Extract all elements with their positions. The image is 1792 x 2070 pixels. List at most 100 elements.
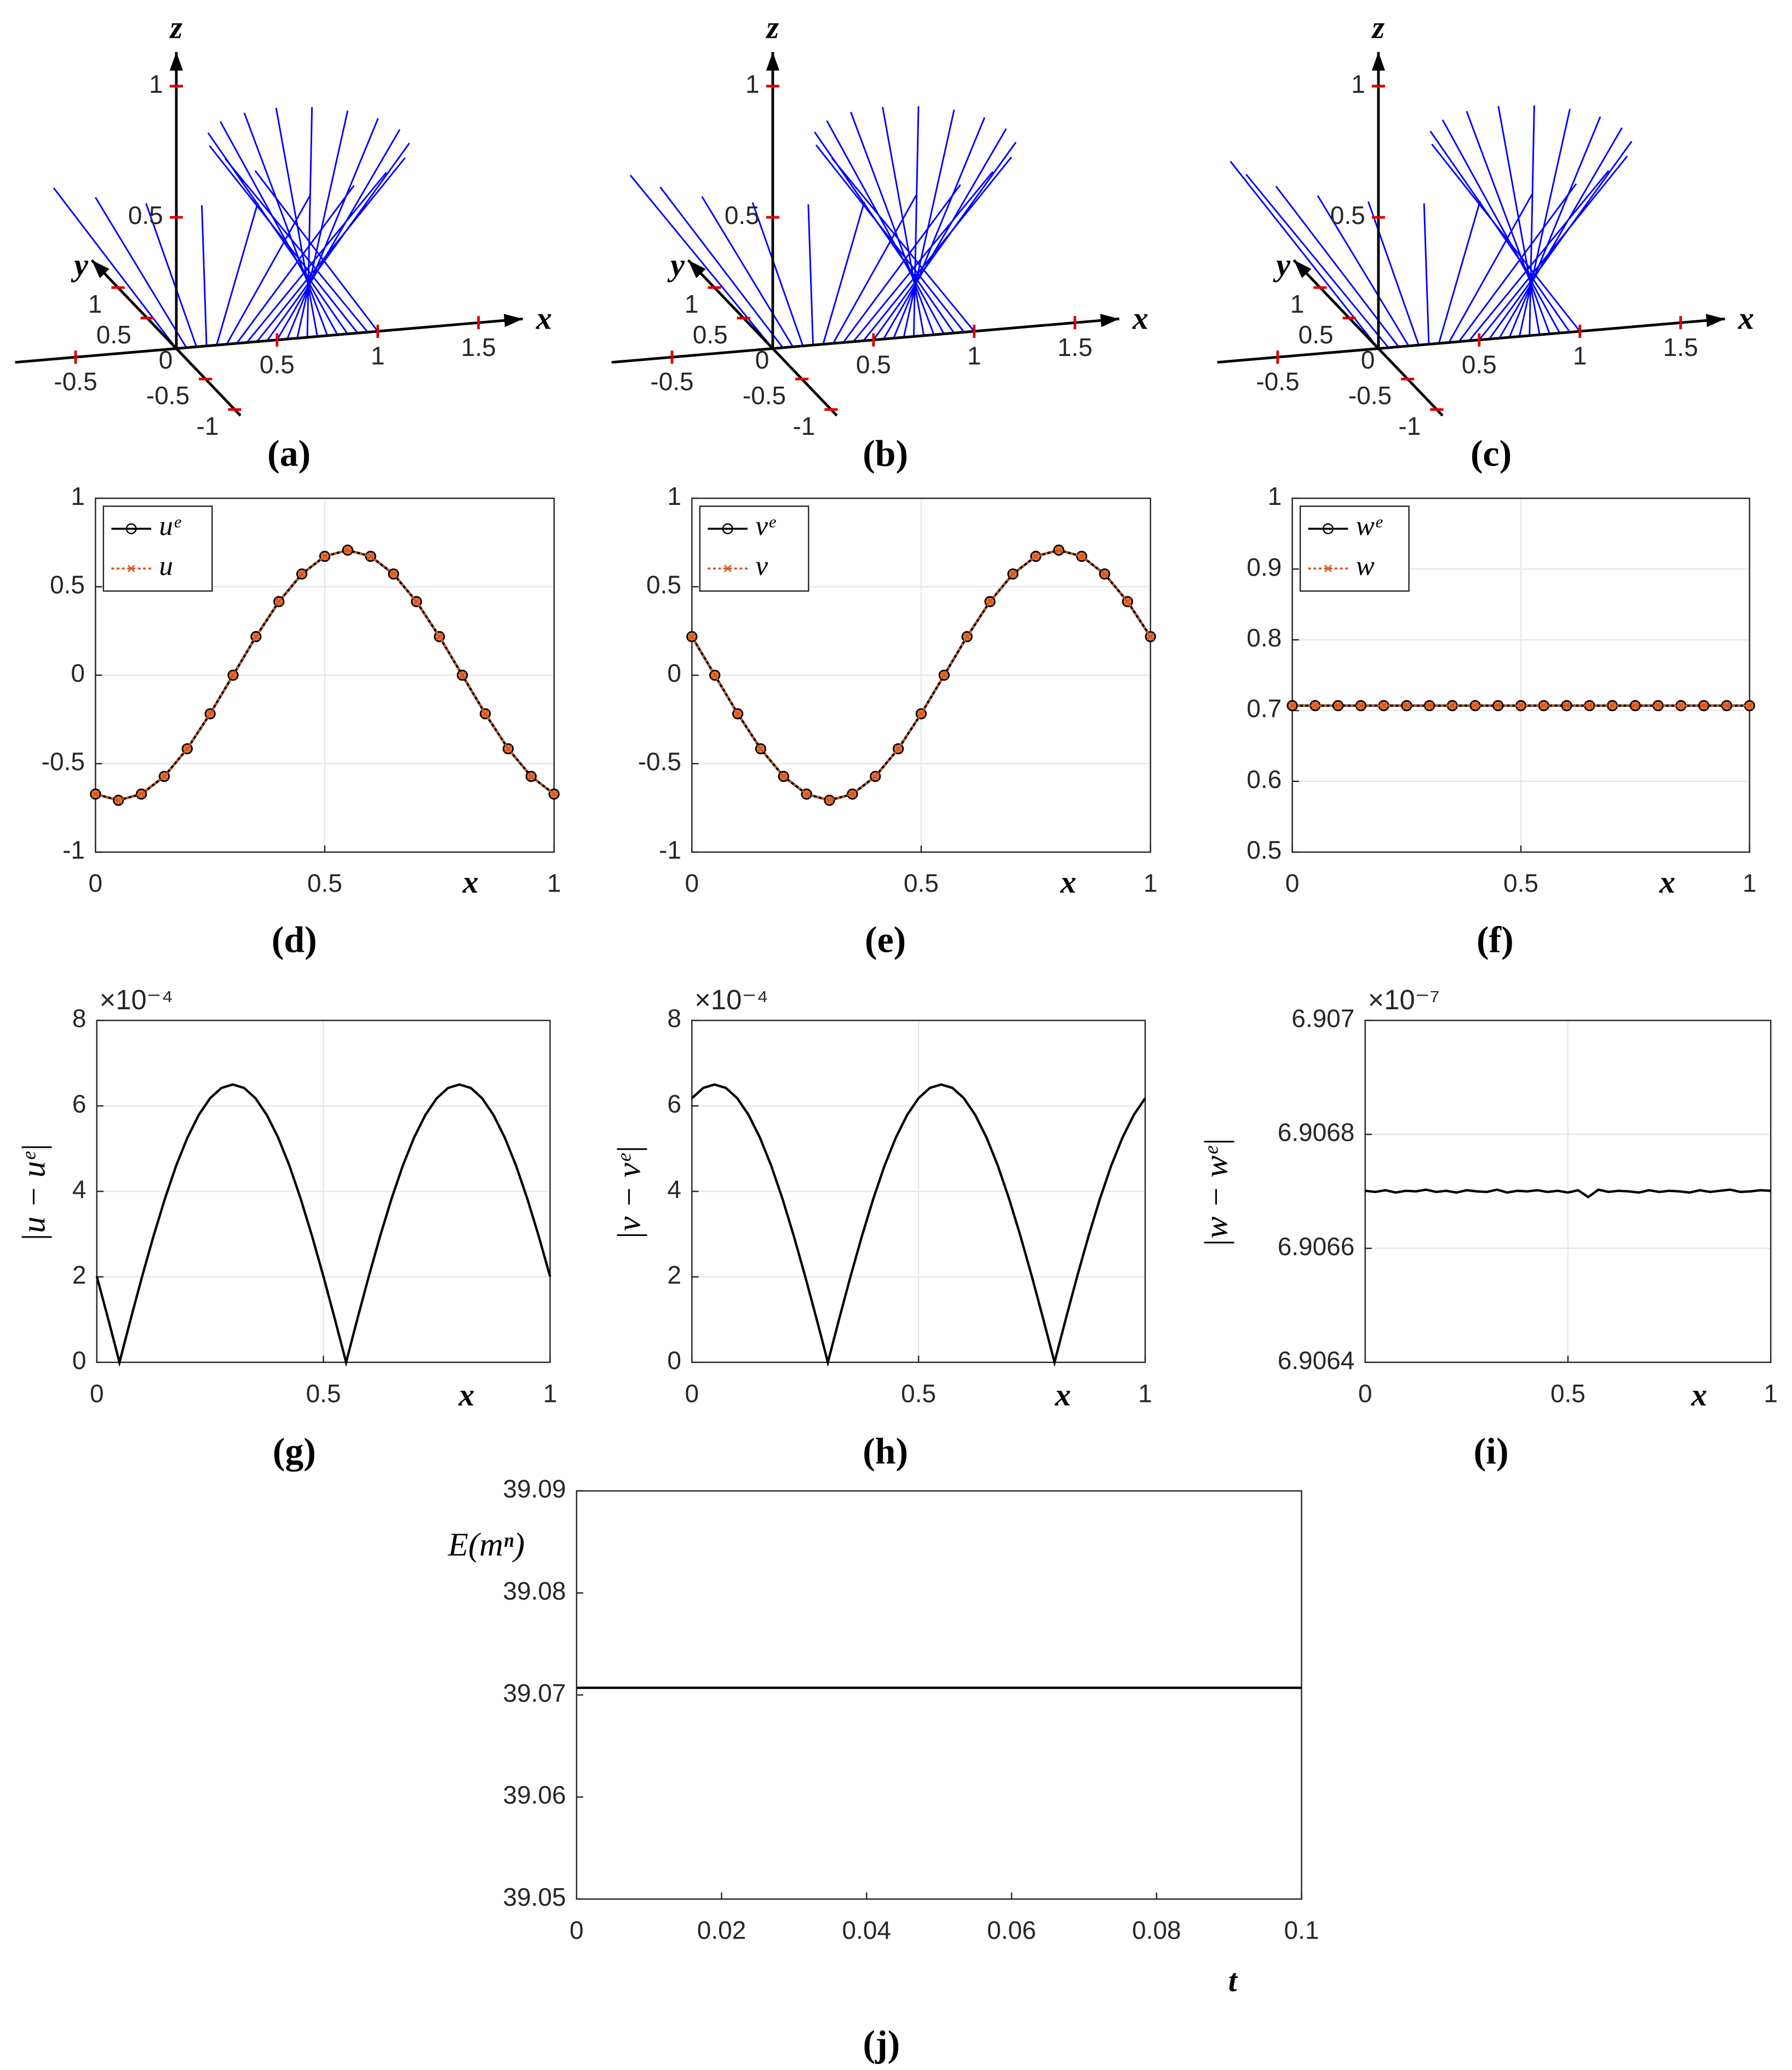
axis-line bbox=[687, 259, 838, 417]
vector bbox=[912, 106, 920, 337]
y-tick-label: -1 bbox=[659, 836, 681, 864]
marker bbox=[275, 597, 283, 606]
marker bbox=[917, 710, 925, 718]
x-tick-label: 0.5 bbox=[1503, 869, 1538, 898]
z-tick-label: 1 bbox=[745, 70, 760, 98]
marker bbox=[1426, 702, 1433, 710]
x-tick-label: 1 bbox=[1764, 1379, 1778, 1407]
marker bbox=[963, 633, 971, 641]
y-tick-label: 0.6 bbox=[1247, 765, 1282, 794]
legend-label: u bbox=[159, 550, 173, 581]
y-tick-label: 0 bbox=[667, 659, 681, 687]
legend-label: v bbox=[755, 550, 768, 581]
y-tick-label: 0.5 bbox=[646, 571, 681, 599]
axis-arrow bbox=[1705, 314, 1725, 327]
marker bbox=[1654, 702, 1662, 710]
vector bbox=[882, 128, 1007, 340]
series-line bbox=[1365, 1188, 1771, 1199]
x-axis-label: x bbox=[1691, 1377, 1707, 1412]
axis-label: y bbox=[71, 247, 88, 283]
y-tick-label: 6.9066 bbox=[1278, 1232, 1355, 1261]
vector bbox=[659, 186, 784, 348]
y-tick-label: 1 bbox=[71, 482, 85, 510]
axis-label: y bbox=[1273, 247, 1290, 283]
panel-label: (h) bbox=[863, 1431, 908, 1472]
y-tick-label: 6.9064 bbox=[1278, 1346, 1355, 1375]
x-tick-label: 1 bbox=[1573, 342, 1587, 370]
vector bbox=[1367, 201, 1420, 346]
vector bbox=[243, 112, 329, 336]
x-tick-label: 1.5 bbox=[1058, 333, 1093, 361]
axis-arrow bbox=[766, 52, 780, 71]
marker bbox=[1100, 570, 1108, 578]
vector bbox=[1431, 143, 1581, 332]
vector bbox=[145, 203, 198, 347]
axis-arrow bbox=[91, 260, 110, 278]
vector bbox=[1423, 203, 1430, 344]
y-tick-label: -0.5 bbox=[638, 748, 681, 776]
vector bbox=[256, 157, 406, 342]
marker bbox=[802, 790, 811, 798]
vector bbox=[850, 112, 935, 335]
axis-line bbox=[1217, 317, 1725, 364]
y-tick-label: -0.5 bbox=[146, 381, 189, 410]
y-axis-label: |w − wᵉ| bbox=[1198, 1138, 1234, 1248]
vector bbox=[246, 172, 387, 343]
vector bbox=[276, 129, 401, 341]
x-tick-label: 0.02 bbox=[697, 1916, 746, 1944]
x-tick-label: 1 bbox=[371, 342, 385, 370]
x-axis-label: x bbox=[1054, 1377, 1071, 1412]
vector bbox=[1441, 119, 1561, 334]
marker bbox=[1745, 702, 1754, 710]
legend-marker bbox=[1322, 523, 1334, 534]
vector bbox=[1466, 111, 1550, 335]
y-axis-label: E(mⁿ) bbox=[447, 1526, 525, 1563]
marker bbox=[711, 671, 719, 679]
y-tick-label: 39.09 bbox=[503, 1475, 566, 1503]
x-tick-label: 0 bbox=[685, 869, 699, 898]
marker bbox=[550, 790, 558, 798]
y-tick-label: 6.907 bbox=[1291, 1004, 1354, 1033]
axis-arrow bbox=[503, 314, 523, 327]
axis-label: z bbox=[766, 10, 779, 45]
marker bbox=[160, 772, 168, 780]
x-axis-label: x bbox=[458, 1377, 474, 1412]
axis-label: z bbox=[1371, 10, 1385, 45]
vector bbox=[1518, 108, 1571, 337]
panel-label: (g) bbox=[273, 1431, 316, 1472]
panel-label: (b) bbox=[863, 433, 908, 474]
y-tick-label: 0.8 bbox=[1247, 624, 1282, 652]
x-tick-label: 0.5 bbox=[307, 869, 342, 898]
y-tick-label: -0.5 bbox=[1348, 381, 1392, 410]
marker bbox=[1471, 702, 1479, 710]
marker bbox=[252, 633, 260, 641]
marker bbox=[734, 710, 742, 718]
y-tick-label: 1 bbox=[1290, 290, 1305, 318]
y-tick-label: 39.07 bbox=[503, 1678, 566, 1707]
axis-label: x bbox=[536, 301, 552, 336]
x-tick-label: 0.5 bbox=[901, 1379, 936, 1407]
legend-marker bbox=[723, 565, 732, 573]
y-multiplier: ×10⁻⁷ bbox=[1368, 984, 1440, 1015]
y-tick-label: 2 bbox=[667, 1261, 681, 1289]
y-tick-label: 0.7 bbox=[1247, 694, 1282, 723]
marker bbox=[848, 790, 857, 798]
y-multiplier: ×10⁻⁴ bbox=[694, 984, 768, 1015]
x-tick-label: 0 bbox=[685, 1379, 699, 1407]
axis-arrow bbox=[169, 52, 183, 71]
axis-arrow bbox=[1100, 314, 1119, 327]
vector bbox=[831, 157, 975, 332]
y-tick-label: -0.5 bbox=[743, 381, 786, 410]
axis-label: x bbox=[1738, 301, 1754, 336]
vector bbox=[1438, 200, 1481, 344]
marker bbox=[986, 597, 994, 606]
y-tick-label: 1 bbox=[1268, 482, 1282, 510]
marker bbox=[1586, 702, 1594, 710]
marker bbox=[114, 796, 123, 804]
marker bbox=[412, 597, 421, 606]
vector bbox=[1489, 141, 1633, 340]
x-axis-label: x bbox=[1659, 864, 1675, 900]
vector bbox=[1317, 195, 1410, 347]
x-tick-label: -0.5 bbox=[54, 367, 97, 396]
marker bbox=[229, 671, 237, 679]
